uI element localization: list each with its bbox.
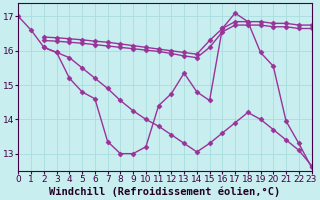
- X-axis label: Windchill (Refroidissement éolien,°C): Windchill (Refroidissement éolien,°C): [49, 187, 281, 197]
